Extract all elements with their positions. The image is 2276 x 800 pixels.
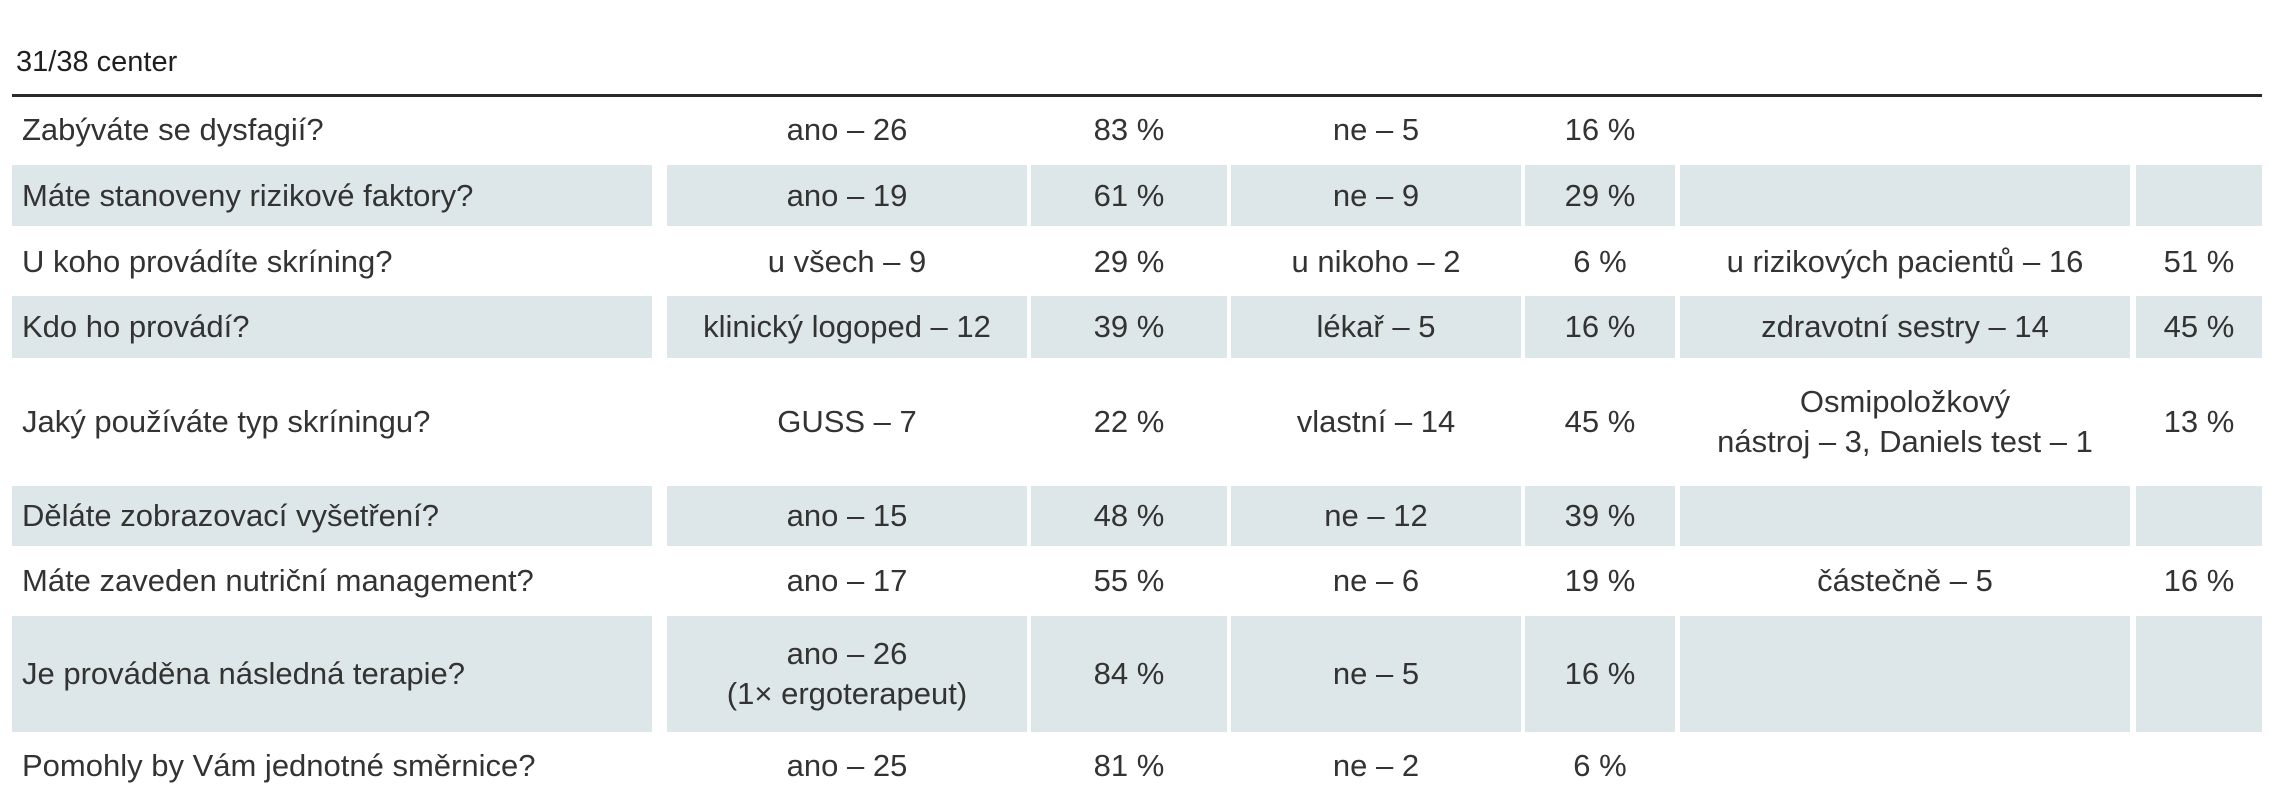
answer-3-cell: Osmipoložkový nástroj – 3, Daniels test … <box>1680 362 2130 482</box>
table-row: Je prováděna následná terapie? ano – 26 … <box>0 616 2276 732</box>
percent-1-cell: 48 % <box>1031 486 1227 546</box>
answer-3-cell: zdravotní sestry – 14 <box>1680 296 2130 358</box>
answer-2-cell: ne – 12 <box>1231 486 1521 546</box>
answer-1-cell: klinický logoped – 12 <box>667 296 1027 358</box>
percent-2-cell: 45 % <box>1564 404 1636 439</box>
percent-1-cell: 84 % <box>1031 616 1227 732</box>
question-cell: Máte zaveden nutriční management? <box>22 563 534 598</box>
answer-3-cell <box>1680 165 2130 226</box>
answer-1-line: ano – 26 <box>786 636 908 671</box>
header-rule <box>12 94 2262 97</box>
percent-1-cell: 83 % <box>1093 112 1165 147</box>
answer-2-cell: u nikoho – 2 <box>1291 244 1461 279</box>
answer-1-cell: ano – 17 <box>786 563 908 598</box>
percent-3-cell <box>2136 165 2262 226</box>
answer-1-cell: ano – 25 <box>786 748 908 783</box>
percent-3-cell: 51 % <box>2163 244 2235 279</box>
percent-2-cell: 6 % <box>1573 748 1627 783</box>
answer-1-cell: ano – 15 <box>667 486 1027 546</box>
answer-2-cell: ne – 9 <box>1231 165 1521 226</box>
table-row: Děláte zobrazovací vyšetření? ano – 15 4… <box>0 486 2276 546</box>
percent-2-cell: 16 % <box>1525 296 1675 358</box>
answer-1-cell: ano – 26 <box>786 112 908 147</box>
percent-3-cell: 16 % <box>2163 563 2235 598</box>
percent-2-cell: 16 % <box>1525 616 1675 732</box>
table-row: Zabýváte se dysfagií? ano – 26 83 % ne –… <box>0 100 2276 160</box>
table-row: U koho provádíte skríning? u všech – 9 2… <box>0 232 2276 292</box>
question-cell: U koho provádíte skríning? <box>22 244 393 279</box>
table-row: Máte zaveden nutriční management? ano – … <box>0 550 2276 612</box>
table-row: Pomohly by Vám jednotné směrnice? ano – … <box>0 736 2276 796</box>
answer-2-cell: ne – 5 <box>1231 616 1521 732</box>
percent-1-cell: 61 % <box>1031 165 1227 226</box>
percent-3-cell <box>2136 616 2262 732</box>
percent-2-cell: 6 % <box>1573 244 1627 279</box>
answer-1-cell: u všech – 9 <box>767 244 927 279</box>
answer-3-cell: u rizikových pacientů – 16 <box>1726 244 2084 279</box>
answer-3-cell: částečně – 5 <box>1817 563 1993 598</box>
percent-2-cell: 39 % <box>1525 486 1675 546</box>
question-cell: Kdo ho provádí? <box>12 296 652 358</box>
answer-2-cell: ne – 5 <box>1332 112 1420 147</box>
question-cell: Jaký používáte typ skríningu? <box>22 404 431 439</box>
question-cell: Děláte zobrazovací vyšetření? <box>12 486 652 546</box>
answer-3-line: nástroj – 3, Daniels test – 1 <box>1717 424 2093 459</box>
question-cell: Zabýváte se dysfagií? <box>22 112 324 147</box>
answer-2-cell: ne – 2 <box>1332 748 1420 783</box>
answer-1-cell: ano – 26 (1× ergoterapeut) <box>667 616 1027 732</box>
question-cell: Pomohly by Vám jednotné směrnice? <box>22 748 536 783</box>
table-row: Kdo ho provádí? klinický logoped – 12 39… <box>0 296 2276 358</box>
percent-1-cell: 81 % <box>1093 748 1165 783</box>
answer-3-cell <box>1680 486 2130 546</box>
percent-1-cell: 39 % <box>1031 296 1227 358</box>
table-row: Jaký používáte typ skríningu? GUSS – 7 2… <box>0 362 2276 482</box>
answer-1-line: (1× ergoterapeut) <box>726 676 968 711</box>
percent-2-cell: 29 % <box>1525 165 1675 226</box>
question-cell: Je prováděna následná terapie? <box>12 616 652 732</box>
answer-1-cell: ano – 19 <box>667 165 1027 226</box>
answer-1-cell: GUSS – 7 <box>777 404 917 439</box>
percent-3-cell <box>2136 486 2262 546</box>
percent-1-cell: 22 % <box>1093 404 1165 439</box>
answer-2-cell: ne – 6 <box>1332 563 1420 598</box>
table-caption: 31/38 center <box>16 46 178 78</box>
percent-2-cell: 19 % <box>1564 563 1636 598</box>
percent-1-cell: 29 % <box>1093 244 1165 279</box>
percent-2-cell: 16 % <box>1564 112 1636 147</box>
answer-3-cell <box>1680 616 2130 732</box>
percent-3-cell: 13 % <box>2163 404 2235 439</box>
answer-2-cell: vlastní – 14 <box>1296 404 1456 439</box>
percent-3-cell: 45 % <box>2136 296 2262 358</box>
percent-1-cell: 55 % <box>1093 563 1165 598</box>
answer-2-cell: lékař – 5 <box>1231 296 1521 358</box>
table-row: Máte stanoveny rizikové faktory? ano – 1… <box>0 165 2276 226</box>
answer-3-line: Osmipoložkový <box>1799 384 2011 419</box>
question-cell: Máte stanoveny rizikové faktory? <box>12 165 652 226</box>
